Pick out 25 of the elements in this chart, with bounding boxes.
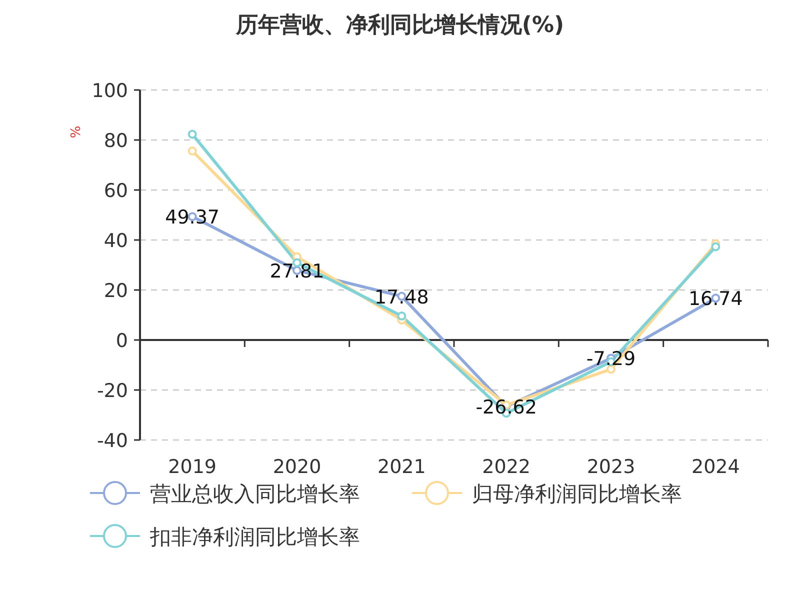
- y-axis-title: %: [69, 126, 84, 138]
- x-tick-label: 2019: [168, 456, 217, 478]
- legend-label: 扣非净利润同比增长率: [149, 525, 360, 549]
- data-label: -26.62: [476, 396, 537, 419]
- y-tick-label: 100: [92, 80, 128, 102]
- data-label: 27.81: [270, 260, 324, 282]
- y-tick-label: -40: [96, 430, 128, 452]
- y-tick-label: 60: [104, 180, 128, 202]
- data-label: 16.74: [688, 288, 743, 310]
- y-tick-label: 0: [116, 330, 128, 352]
- x-tick-label: 2022: [482, 456, 531, 478]
- x-tick-label: 2020: [272, 456, 322, 478]
- data-label: -7.29: [586, 348, 636, 370]
- y-tick-label: 20: [104, 280, 128, 302]
- data-label: 17.48: [374, 286, 429, 308]
- y-tick-label: 40: [104, 230, 128, 252]
- y-tick-label: 80: [104, 130, 128, 152]
- y-tick-label: -20: [96, 380, 128, 402]
- chart-title: 历年营收、净利同比增长情况(%): [234, 13, 564, 38]
- x-tick-label: 2024: [691, 456, 740, 478]
- legend-label: 营业总收入同比增长率: [150, 482, 360, 506]
- data-label: 49.37: [165, 206, 220, 229]
- x-tick-label: 2023: [586, 456, 636, 478]
- x-tick-label: 2021: [377, 456, 426, 478]
- legend-label: 归母净利润同比增长率: [472, 482, 682, 506]
